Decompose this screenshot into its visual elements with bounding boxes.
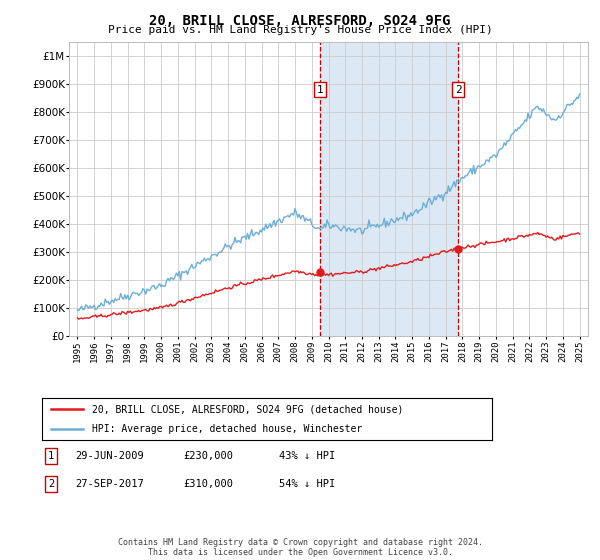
Text: 2: 2 (455, 85, 461, 95)
Text: 2: 2 (48, 479, 54, 489)
Text: Contains HM Land Registry data © Crown copyright and database right 2024.
This d: Contains HM Land Registry data © Crown c… (118, 538, 482, 557)
Text: 1: 1 (317, 85, 323, 95)
Text: Price paid vs. HM Land Registry's House Price Index (HPI): Price paid vs. HM Land Registry's House … (107, 25, 493, 35)
Text: £230,000: £230,000 (183, 451, 233, 461)
Text: 54% ↓ HPI: 54% ↓ HPI (279, 479, 335, 489)
Text: 1: 1 (48, 451, 54, 461)
Text: 29-JUN-2009: 29-JUN-2009 (75, 451, 144, 461)
Text: 27-SEP-2017: 27-SEP-2017 (75, 479, 144, 489)
Text: 20, BRILL CLOSE, ALRESFORD, SO24 9FG: 20, BRILL CLOSE, ALRESFORD, SO24 9FG (149, 14, 451, 28)
Text: 20, BRILL CLOSE, ALRESFORD, SO24 9FG (detached house): 20, BRILL CLOSE, ALRESFORD, SO24 9FG (de… (92, 404, 403, 414)
Bar (320, 42, 458, 336)
Text: £310,000: £310,000 (183, 479, 233, 489)
Text: 43% ↓ HPI: 43% ↓ HPI (279, 451, 335, 461)
Text: HPI: Average price, detached house, Winchester: HPI: Average price, detached house, Winc… (92, 424, 362, 434)
